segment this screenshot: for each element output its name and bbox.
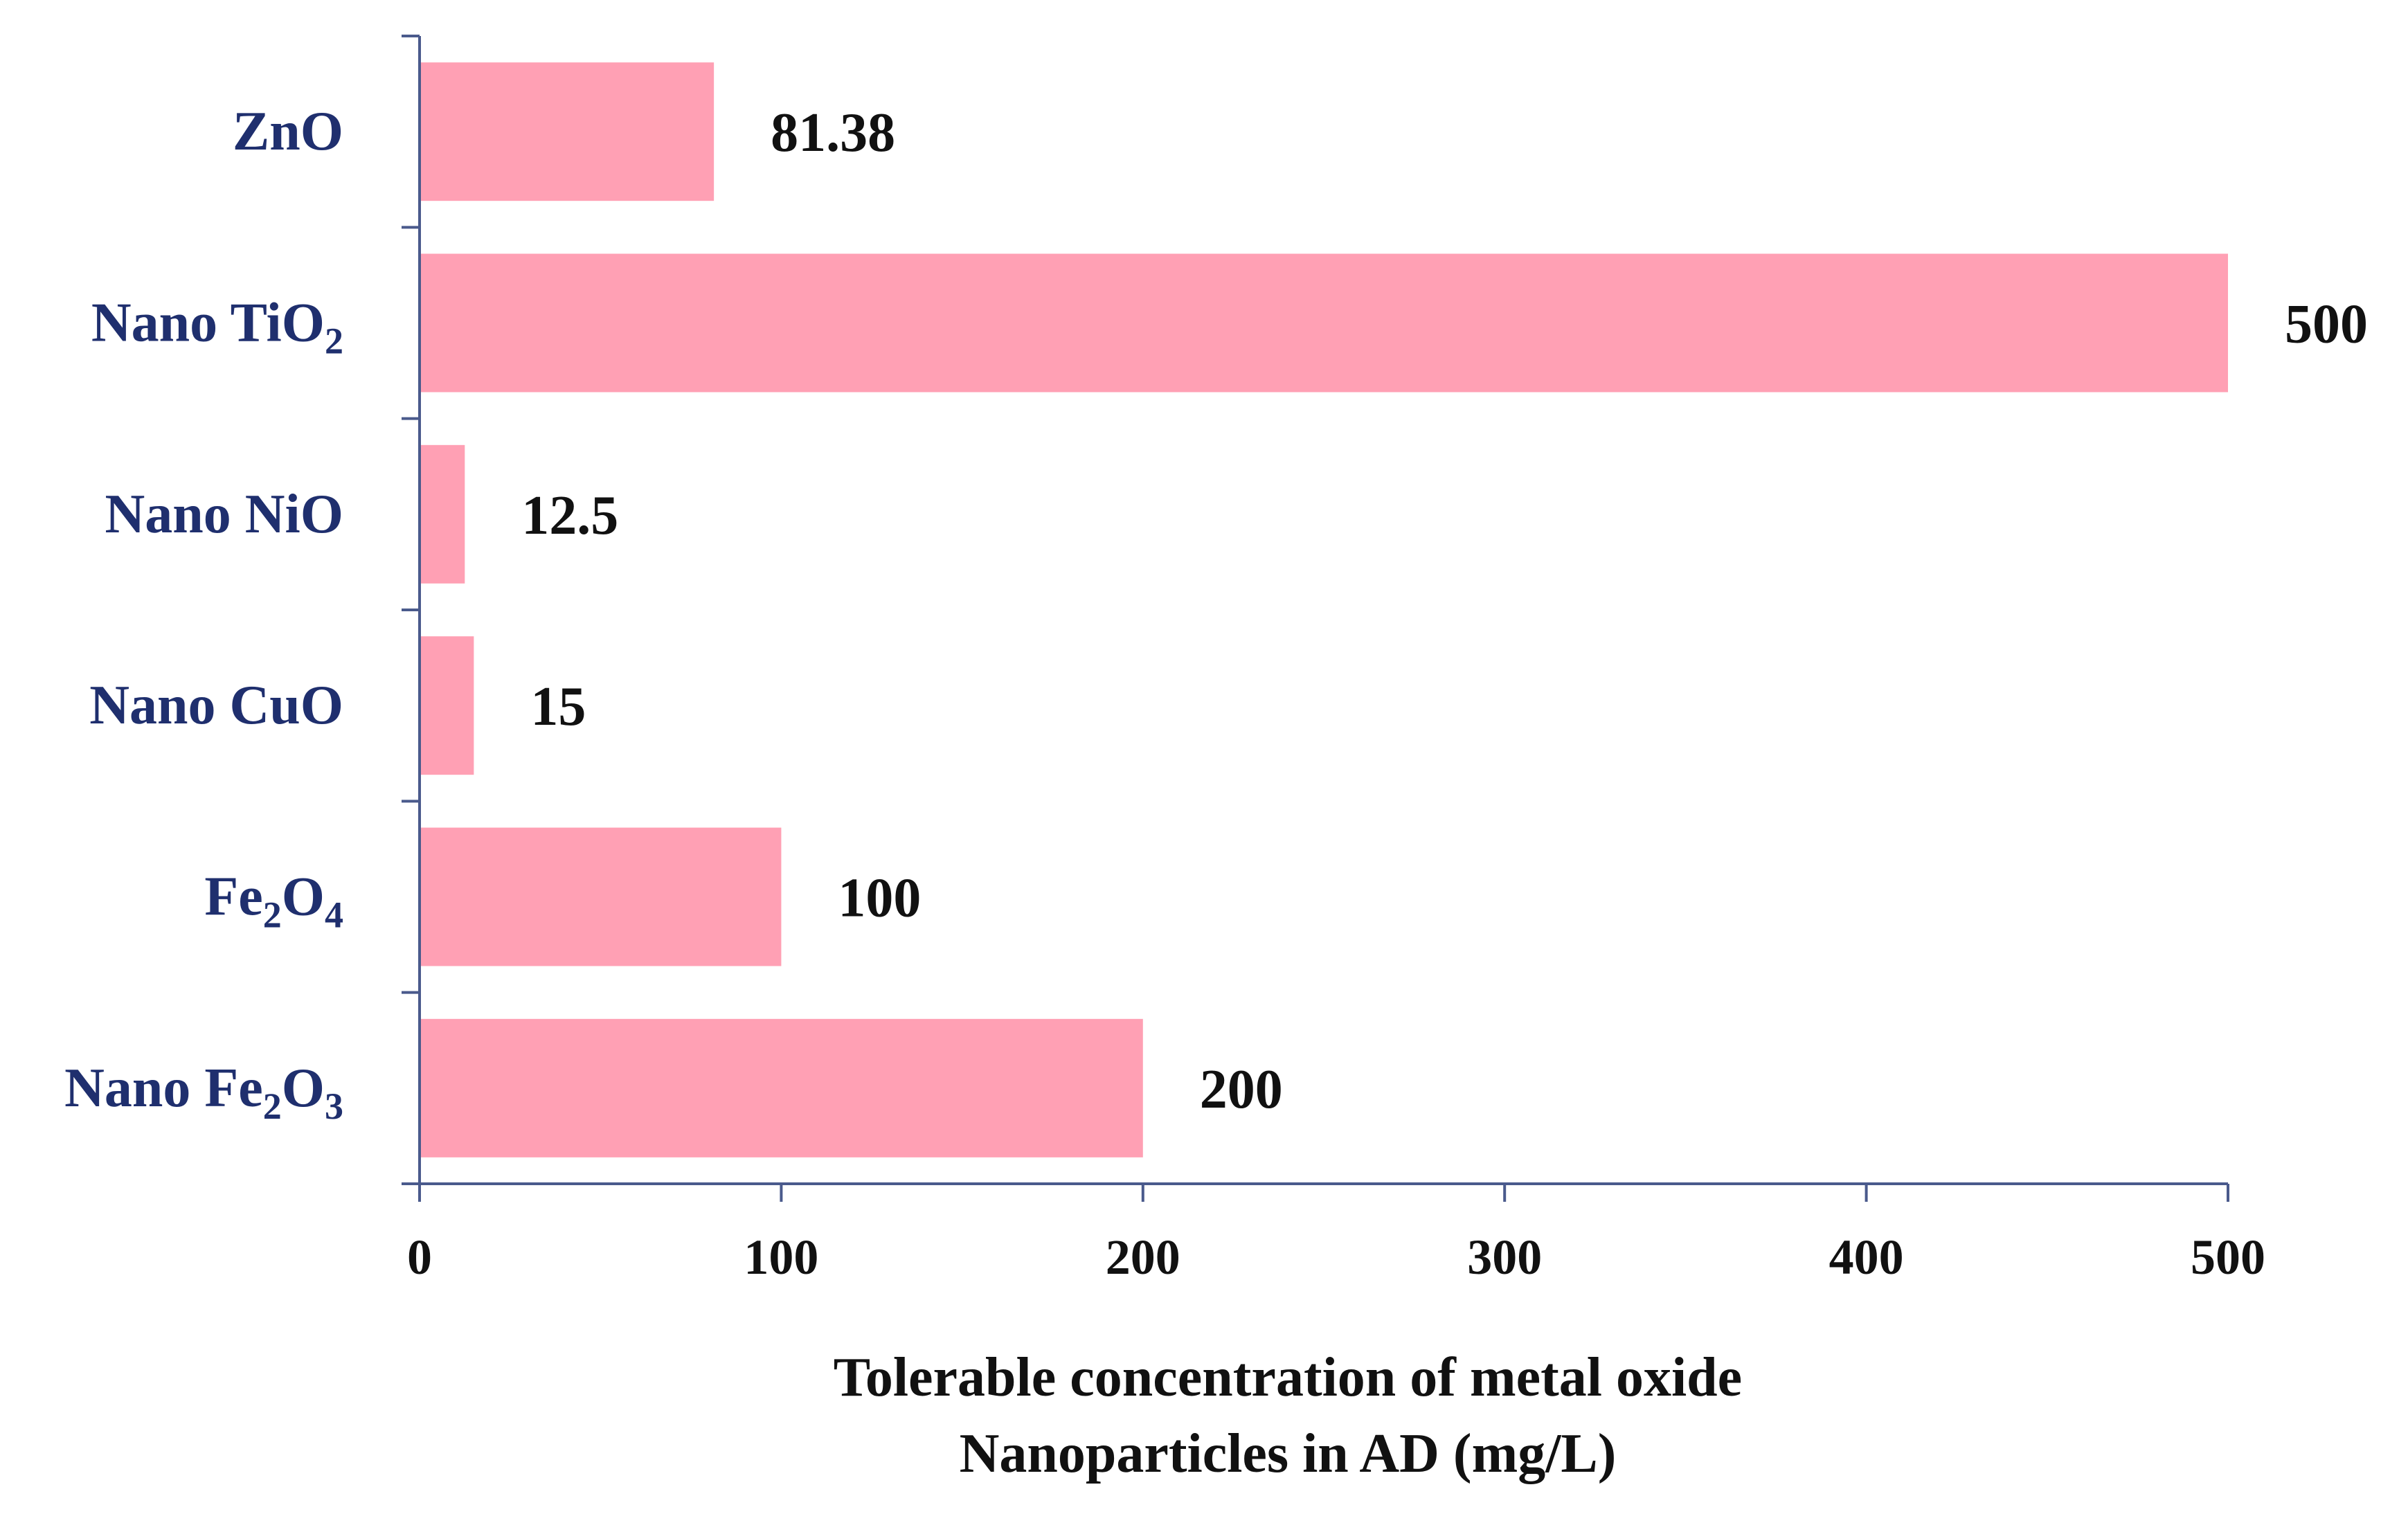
- category-label-fe2o4: Fe2O4: [204, 867, 343, 936]
- bar-nano-cuo: [420, 636, 474, 775]
- x-tick-label-100: 100: [744, 1229, 818, 1285]
- value-label-nano-nio: 12.5: [521, 485, 618, 546]
- axis-layer: [402, 35, 2229, 1202]
- bar-zno: [420, 62, 715, 201]
- category-label-nano-tio2: Nano TiO2: [91, 293, 343, 362]
- value-label-nano-tio2: 500: [2285, 294, 2368, 355]
- x-tick-label-400: 400: [1829, 1229, 1904, 1285]
- value-label-zno: 81.38: [771, 102, 895, 163]
- category-label-nano-nio: Nano NiO: [105, 484, 344, 545]
- x-tick-label-500: 500: [2191, 1229, 2265, 1285]
- value-label-nano-fe2o3: 200: [1200, 1059, 1283, 1120]
- x-tick-label-0: 0: [407, 1229, 432, 1285]
- value-label-fe2o4: 100: [838, 868, 921, 929]
- bar-fe2o4: [420, 827, 782, 966]
- bars-layer: [420, 62, 2228, 1157]
- bar-nano-fe2o3: [420, 1018, 1143, 1157]
- category-label-nano-cuo: Nano CuO: [89, 675, 343, 736]
- category-label-nano-fe2o3: Nano Fe2O3: [64, 1058, 343, 1127]
- labels-layer: 81.38 ZnO 500 Nano TiO2 12.5 Nano NiO 15 Nano C…: [64, 101, 2368, 1484]
- bar-nano-tio2: [420, 253, 2228, 393]
- category-label-zno: ZnO: [233, 101, 343, 162]
- value-label-nano-cuo: 15: [530, 676, 586, 737]
- bar-nano-nio: [420, 444, 465, 584]
- x-axis-title-line-2: Nanoparticles in AD (mg/L): [960, 1423, 1617, 1484]
- x-axis-title-line-1: Tolerable concentration of metal oxide: [834, 1347, 1742, 1408]
- x-tick-label-200: 200: [1106, 1229, 1180, 1285]
- x-tick-label-300: 300: [1467, 1229, 1542, 1285]
